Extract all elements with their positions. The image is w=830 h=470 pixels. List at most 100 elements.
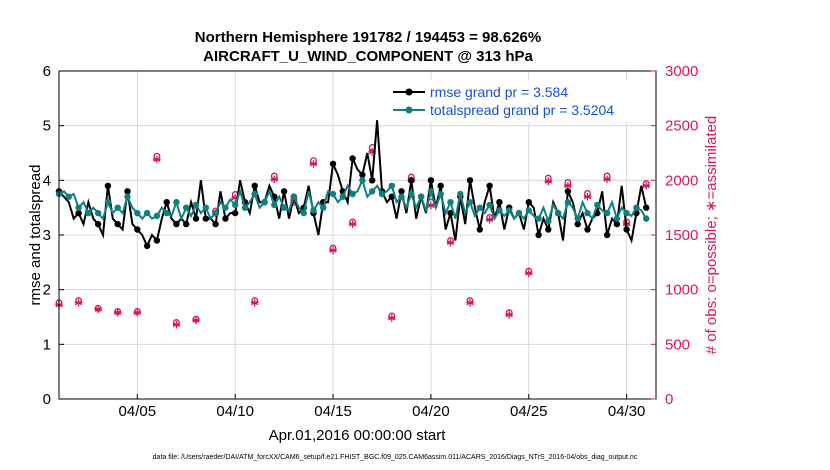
y-tick-label: 0 [43,391,51,408]
totalspread-point [261,199,268,206]
rmse-point [94,220,102,228]
y2-axis-label: # of obs: o=possible; ∗=assimilated [703,116,720,355]
totalspread-point [417,193,425,200]
totalspread-point [339,193,346,200]
totalspread-point [535,215,542,222]
totalspread-point [192,201,200,209]
obs-assimilated-point [172,320,181,329]
obs-assimilated-point [309,160,318,168]
rmse-point [153,237,161,244]
data-file-path: data file: /Users/raeder/DAI/ATM_forcXX/… [153,454,638,461]
obs-assimilated-point [603,175,611,184]
rmse-point [496,199,503,206]
totalspread-point [613,215,621,222]
rmse-point [447,209,454,217]
obs-assimilated-point [231,194,239,202]
rmse-point [251,182,258,189]
grid-lines [59,71,656,399]
totalspread-point [545,218,552,225]
obs-assimilated-point [153,155,161,164]
totalspread-point [496,207,503,214]
rmse-point [545,226,552,233]
totalspread-point [594,201,601,209]
obs-assimilated-point [368,148,376,156]
obs-assimilated-point [564,182,572,190]
y-axis-ticks: 0 1 2 3 4 5 6 [43,63,64,408]
rmse-point [476,226,483,233]
totalspread-point [515,209,523,217]
y-tick-label: 3 [43,227,51,244]
rmse-point [202,215,209,222]
totalspread-point [212,209,219,217]
totalspread-point [320,204,327,211]
rmse-point [359,171,366,179]
totalspread-point [124,193,131,200]
totalspread-point [476,204,483,211]
totalspread-point [506,207,513,214]
rmse-spread-series [55,120,650,250]
obs-assimilated-point [94,305,102,314]
y-tick-label: 6 [43,63,51,80]
totalspread-point [310,207,317,214]
totalspread-point [486,201,493,209]
y2-tick-label: 3000 [665,63,698,80]
rmse-point [437,182,444,189]
obs-assimilated-point [544,177,553,186]
legend-rmse-label: rmse grand pr = 3.584 [430,84,568,100]
x-tick-label: 04/15 [314,403,352,420]
totalspread-point [280,204,288,211]
rmse-point [535,231,542,239]
rmse-point [232,209,239,217]
y-tick-label: 2 [43,282,51,299]
legend-spread-marker [405,106,413,114]
totalspread-point [271,201,278,209]
totalspread-point [300,209,307,217]
obs-count-series [55,144,651,329]
rmse-point [427,177,435,184]
obs-assimilated-point [74,298,83,307]
y2-axis-ticks: 0 500 1000 1500 2000 2500 3000 [651,63,698,408]
rmse-point [222,215,229,222]
obs-assimilated-point [348,220,357,228]
rmse-point [408,177,415,184]
rmse-point [466,177,474,184]
legend-rmse-marker [405,88,413,96]
rmse-point [183,220,190,228]
totalspread-point [603,209,611,217]
rmse-point [329,160,337,168]
y2-tick-label: 500 [665,336,690,353]
totalspread-point [564,199,572,206]
totalspread-point [222,204,229,211]
legend-box [388,80,650,122]
rmse-point [114,220,121,228]
totalspread-point [104,199,112,206]
totalspread-point [241,204,249,211]
legend-spread-label: totalspread grand pr = 3.5204 [430,102,614,118]
x-axis-label: Apr.01,2016 00:00:00 start [269,427,447,444]
obs-assimilated-point [329,246,337,255]
totalspread-point [134,209,141,217]
chart-subtitle: AIRCRAFT_U_WIND_COMPONENT @ 313 hPa [203,48,533,65]
totalspread-point [554,209,562,217]
totalspread-point [290,193,298,200]
totalspread-point [202,204,209,211]
y-tick-label: 5 [43,118,51,135]
totalspread-point [349,190,356,198]
totalspread-point [574,215,581,222]
totalspread-point [427,188,435,195]
rmse-point [643,204,650,211]
totalspread-point [633,204,640,211]
totalspread-point [183,204,190,211]
totalspread-point [114,204,121,211]
chart-title: Northern Hemisphere 191782 / 194453 = 98… [195,29,541,46]
totalspread-point [457,190,464,198]
totalspread-point [143,209,151,217]
totalspread-point [584,209,591,217]
x-tick-label: 04/10 [216,403,254,420]
y2-tick-label: 2500 [665,118,698,135]
y2-tick-label: 2000 [665,172,698,189]
totalspread-point [75,204,82,211]
rmse-point [75,209,82,217]
rmse-point [163,199,170,206]
